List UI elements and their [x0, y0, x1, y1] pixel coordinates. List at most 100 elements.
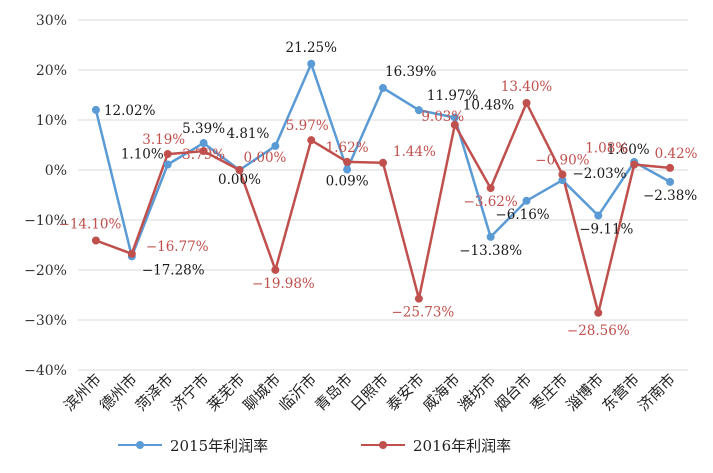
data-point — [486, 232, 495, 241]
y-axis-ticks: 30% 20% 10% 0% −10% −20% −30% −40% — [24, 13, 67, 379]
data-label: 1.44% — [393, 144, 436, 160]
y-tick-label: −40% — [24, 363, 67, 379]
data-label: 3.79% — [182, 147, 225, 163]
data-labels: 12.02% −17.28% 1.10% 5.39% 0.00% 4.81% 21.25% 0… — [59, 40, 698, 339]
data-label: −9.11% — [579, 222, 633, 238]
data-point — [379, 158, 387, 167]
data-point — [414, 294, 423, 303]
x-tick-label: 淄博市 — [563, 370, 608, 415]
legend-item-2016: 2016年利润率 — [361, 434, 511, 456]
data-label: 0.00% — [218, 172, 261, 188]
x-tick-label: 日照市 — [347, 370, 392, 415]
x-tick-label: 莱芜市 — [204, 370, 249, 415]
data-point — [558, 170, 567, 179]
y-tick-label: 10% — [36, 113, 67, 129]
data-point — [343, 157, 352, 166]
data-point — [594, 211, 603, 220]
x-tick-label: 济宁市 — [168, 370, 213, 415]
data-label: 0.42% — [655, 146, 698, 162]
data-label: 0.09% — [326, 174, 369, 190]
data-label: −6.16% — [495, 207, 549, 223]
data-point — [271, 141, 280, 150]
x-tick-label: 济南市 — [634, 370, 679, 415]
legend-label-2015: 2015年利润率 — [170, 436, 269, 455]
x-tick-label: 德州市 — [96, 370, 141, 415]
data-label: −2.38% — [643, 188, 697, 204]
data-label: −17.28% — [142, 262, 205, 278]
data-point — [271, 265, 280, 274]
y-tick-label: 30% — [36, 13, 67, 29]
data-point — [307, 59, 316, 68]
data-label: 0.00% — [243, 150, 286, 166]
data-point — [450, 120, 459, 129]
x-tick-label: 烟台市 — [491, 370, 536, 415]
data-point — [414, 106, 423, 115]
data-label: −0.90% — [535, 153, 589, 169]
data-label: −13.38% — [459, 243, 522, 259]
x-tick-label: 枣庄市 — [527, 370, 572, 415]
legend-item-2015: 2015年利润率 — [118, 434, 268, 456]
data-label: −16.77% — [146, 239, 209, 255]
legend-label-2016: 2016年利润率 — [413, 436, 512, 455]
x-tick-label: 威海市 — [419, 370, 464, 415]
x-tick-label: 东营市 — [598, 370, 643, 415]
data-label: −28.56% — [567, 323, 630, 339]
y-tick-label: −30% — [24, 313, 67, 329]
data-label: 13.40% — [501, 79, 553, 95]
data-point — [666, 177, 675, 186]
data-label: 1.10% — [121, 147, 164, 163]
data-point — [379, 84, 387, 93]
data-point — [450, 113, 459, 122]
data-point — [486, 184, 495, 193]
x-axis-ticks: 滨州市德州市菏泽市济宁市莱芜市聊城市临沂市青岛市日照市泰安市威海市潍坊市烟台市枣… — [60, 370, 679, 415]
data-label: 16.39% — [385, 64, 437, 80]
data-label: 1.62% — [326, 140, 369, 156]
data-label: −3.62% — [464, 194, 518, 210]
data-point — [343, 165, 352, 174]
data-label: 1.60% — [607, 142, 650, 158]
data-point — [235, 166, 244, 174]
y-tick-label: −20% — [24, 263, 67, 279]
data-point — [630, 160, 639, 169]
gridlines — [78, 19, 688, 371]
data-point — [594, 308, 603, 317]
data-label: 5.97% — [286, 118, 329, 134]
data-label: −2.03% — [572, 166, 626, 182]
data-label: 12.02% — [104, 103, 156, 119]
data-point — [666, 163, 675, 172]
x-tick-label: 临沂市 — [276, 370, 321, 415]
x-tick-label: 泰安市 — [383, 370, 428, 415]
data-point — [558, 176, 567, 185]
x-tick-label: 青岛市 — [311, 370, 356, 415]
data-point — [307, 136, 316, 145]
data-label: 9.03% — [421, 109, 464, 125]
data-point — [163, 160, 172, 169]
y-tick-label: 20% — [36, 63, 67, 79]
data-point — [91, 236, 100, 245]
y-tick-label: −10% — [24, 213, 67, 229]
data-label: 21.25% — [285, 40, 337, 56]
data-point — [199, 147, 208, 156]
data-label: −14.10% — [59, 217, 122, 233]
data-label: 4.81% — [226, 126, 269, 142]
y-tick-label: 0% — [45, 163, 67, 179]
data-label: 11.97% — [427, 88, 479, 104]
data-point — [163, 150, 172, 159]
legend-swatch-2016 — [361, 438, 405, 452]
data-label: 5.39% — [182, 121, 225, 137]
data-label: −25.73% — [391, 305, 454, 321]
data-point — [199, 139, 208, 148]
data-label: 1.08% — [585, 141, 628, 157]
data-label: −19.98% — [252, 276, 315, 292]
data-point — [522, 196, 531, 205]
x-tick-label: 聊城市 — [240, 370, 285, 415]
data-point — [127, 249, 136, 258]
x-tick-label: 菏泽市 — [132, 370, 177, 415]
legend-swatch-2015 — [118, 438, 162, 452]
data-point — [91, 105, 100, 114]
x-tick-label: 潍坊市 — [455, 370, 500, 415]
data-label: 10.48% — [463, 98, 515, 114]
data-point — [522, 99, 531, 107]
series-points — [91, 59, 675, 317]
